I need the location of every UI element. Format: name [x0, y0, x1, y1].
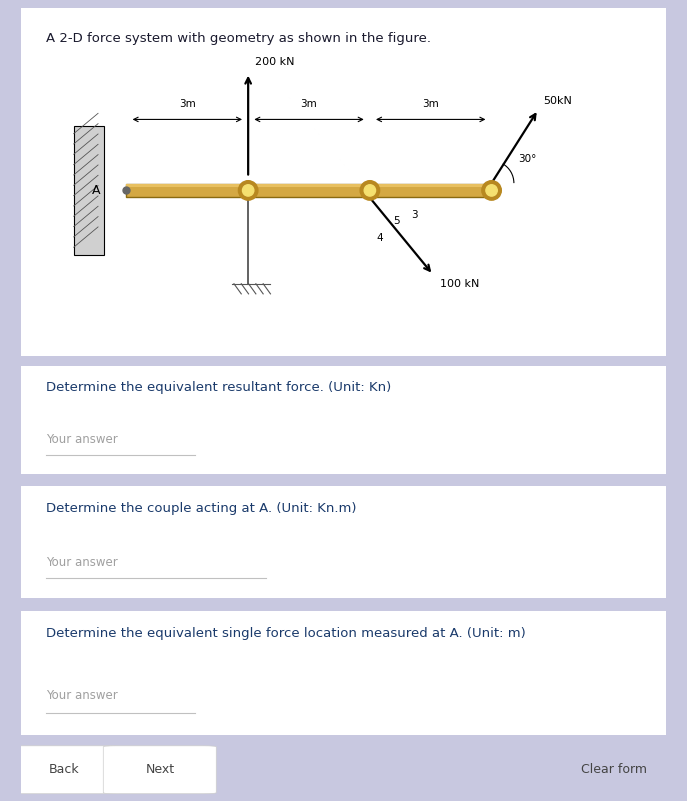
- Text: Your answer: Your answer: [47, 433, 118, 446]
- Point: [191, 450, 199, 460]
- FancyBboxPatch shape: [17, 6, 670, 358]
- Circle shape: [482, 181, 502, 200]
- Point: [43, 708, 51, 718]
- Text: 3: 3: [411, 210, 417, 219]
- FancyBboxPatch shape: [17, 610, 670, 736]
- Text: Next: Next: [146, 763, 174, 776]
- Text: Your answer: Your answer: [47, 556, 118, 569]
- Text: 3m: 3m: [301, 99, 317, 109]
- Text: Your answer: Your answer: [47, 689, 118, 702]
- FancyBboxPatch shape: [17, 485, 670, 599]
- Circle shape: [486, 185, 497, 196]
- Text: A: A: [91, 184, 100, 197]
- Text: 3m: 3m: [179, 99, 196, 109]
- Point: [43, 574, 51, 583]
- Polygon shape: [126, 184, 492, 187]
- Polygon shape: [126, 184, 492, 196]
- Text: 4: 4: [376, 233, 383, 243]
- FancyBboxPatch shape: [103, 746, 216, 794]
- Circle shape: [364, 185, 376, 196]
- Text: 30°: 30°: [518, 154, 537, 164]
- Text: Clear form: Clear form: [581, 763, 647, 776]
- Text: Determine the couple acting at A. (Unit: Kn.m): Determine the couple acting at A. (Unit:…: [47, 502, 357, 515]
- Point: [191, 708, 199, 718]
- Point: [262, 574, 270, 583]
- FancyBboxPatch shape: [17, 365, 670, 475]
- Circle shape: [238, 181, 258, 200]
- Polygon shape: [74, 126, 104, 256]
- Text: 50kN: 50kN: [543, 95, 572, 106]
- Text: A 2-D force system with geometry as shown in the figure.: A 2-D force system with geometry as show…: [47, 32, 431, 46]
- FancyBboxPatch shape: [8, 746, 121, 794]
- Text: 100 kN: 100 kN: [440, 279, 480, 289]
- Text: 200 kN: 200 kN: [256, 57, 295, 66]
- Text: Determine the equivalent resultant force. (Unit: Kn): Determine the equivalent resultant force…: [47, 381, 392, 394]
- Text: Back: Back: [49, 763, 80, 776]
- Text: Determine the equivalent single force location measured at A. (Unit: m): Determine the equivalent single force lo…: [47, 627, 526, 640]
- Point: [43, 450, 51, 460]
- Text: 3m: 3m: [423, 99, 439, 109]
- Circle shape: [360, 181, 380, 200]
- Circle shape: [243, 185, 254, 196]
- Text: 5: 5: [394, 216, 401, 227]
